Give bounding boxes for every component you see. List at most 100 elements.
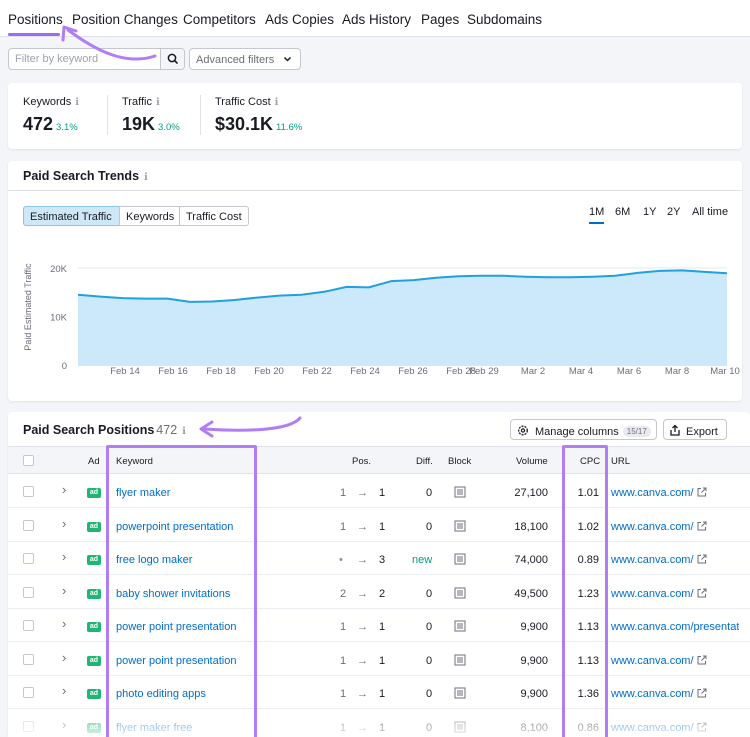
info-icon[interactable]: ℹ <box>274 97 279 108</box>
external-link-icon[interactable] <box>697 487 707 497</box>
period-6m[interactable]: 6M <box>615 206 631 218</box>
cpc-value: 1.23 <box>577 587 599 600</box>
table-row: › ad flyer maker 1 → 1 0 27,100 1.01 www.canva.co… <box>8 475 750 508</box>
advanced-filters-dropdown[interactable]: Advanced filters <box>189 48 301 70</box>
landing-url-link[interactable]: www.canva.com/ <box>611 587 694 600</box>
chevron-right-icon[interactable]: › <box>62 515 67 531</box>
row-checkbox[interactable] <box>23 553 34 564</box>
tab-competitors[interactable]: Competitors <box>183 12 256 27</box>
info-icon[interactable]: ℹ <box>155 97 160 108</box>
header-volume[interactable]: Volume <box>516 456 548 467</box>
table-row: › ad power point presentation 1 → 1 0 9,900 1.13… <box>8 642 750 676</box>
x-tick-label: Mar 10 <box>710 366 740 377</box>
tab-position-changes[interactable]: Position Changes <box>72 12 178 27</box>
info-icon[interactable]: ℹ <box>182 426 186 437</box>
table-row: › ad powerpoint presentation 1 → 1 0 18,100 1.02… <box>8 508 750 542</box>
tab-subdomains[interactable]: Subdomains <box>467 12 543 27</box>
keyword-link[interactable]: power point presentation <box>116 654 237 667</box>
keyword-filter-input[interactable] <box>9 49 161 69</box>
y-tick-label: 10K <box>50 313 68 324</box>
metric-estimated-traffic[interactable]: Estimated Traffic <box>23 206 120 226</box>
landing-url-link[interactable]: www.canva.com/presentat <box>611 621 740 633</box>
stat-traffic-label: Traffic <box>122 96 152 108</box>
chevron-right-icon[interactable]: › <box>62 683 67 698</box>
header-ad[interactable]: Ad <box>88 456 100 467</box>
landing-url-link[interactable]: www.canva.com/ <box>611 688 694 700</box>
period-1m[interactable]: 1M <box>589 206 605 218</box>
tab-ads-copies[interactable]: Ads Copies <box>265 12 335 27</box>
keyword-link[interactable]: free logo maker <box>116 554 193 566</box>
keyword-link[interactable]: powerpoint presentation <box>116 520 234 533</box>
landing-url-link[interactable]: www.canva.com/ <box>611 554 694 566</box>
manage-columns-label: Manage columns <box>535 426 619 438</box>
external-link-icon[interactable] <box>697 521 707 531</box>
chevron-right-icon[interactable]: › <box>62 649 67 665</box>
row-checkbox[interactable] <box>23 486 34 497</box>
tab-pages[interactable]: Pages <box>421 12 460 27</box>
x-tick-label: Feb 26 <box>398 366 428 377</box>
row-checkbox[interactable] <box>23 620 34 631</box>
cpc-value: 1.01 <box>577 487 599 499</box>
landing-url-link[interactable]: www.canva.com/ <box>611 487 694 499</box>
period-2y[interactable]: 2Y <box>667 206 681 218</box>
row-checkbox[interactable] <box>23 519 34 531</box>
period-all-time[interactable]: All time <box>692 206 729 218</box>
keyword-link[interactable]: baby shower invitations <box>116 587 231 600</box>
columns-count-badge: 15/17 <box>622 426 651 437</box>
x-tick-label: Feb 24 <box>350 366 380 377</box>
position-current: 1 <box>379 688 386 700</box>
traffic-chart: 0 10K 20K Paid Estimated Traffic Feb 14 Feb 1… <box>23 263 740 377</box>
search-volume: 9,900 <box>520 654 548 667</box>
metric-keywords[interactable]: Keywords <box>119 206 180 226</box>
info-icon[interactable]: ℹ <box>144 172 148 183</box>
x-tick-label: Feb 18 <box>206 366 236 377</box>
landing-url-link[interactable]: www.canva.com/ <box>611 520 694 533</box>
row-checkbox[interactable] <box>23 653 34 665</box>
chevron-right-icon[interactable]: › <box>62 482 67 497</box>
chevron-right-icon[interactable]: › <box>62 549 67 564</box>
external-link-icon[interactable] <box>697 588 707 598</box>
external-link-icon[interactable] <box>697 554 707 564</box>
arrow-right-icon: → <box>357 621 368 633</box>
y-axis-label: Paid Estimated Traffic <box>23 263 33 351</box>
keyword-link[interactable]: power point presentation <box>116 621 237 633</box>
position-diff: 0 <box>426 520 433 533</box>
position-previous: 1 <box>340 654 347 667</box>
x-tick-label: Feb 16 <box>158 366 188 377</box>
block-icon <box>454 687 466 699</box>
tab-ads-history[interactable]: Ads History <box>342 12 412 27</box>
y-tick-label: 0 <box>62 361 67 372</box>
manage-columns-button[interactable]: Manage columns 15/17 <box>510 419 657 440</box>
row-checkbox[interactable] <box>23 586 34 598</box>
ad-badge: ad <box>87 655 101 666</box>
x-tick-label: Mar 4 <box>569 366 593 377</box>
stat-traffic-cost-value: $30.1K <box>215 114 274 134</box>
header-keyword[interactable]: Keyword <box>116 456 153 467</box>
chevron-right-icon[interactable]: › <box>62 582 67 598</box>
period-1y[interactable]: 1Y <box>643 206 657 218</box>
chevron-right-icon[interactable]: › <box>62 616 67 631</box>
header-block[interactable]: Block <box>448 456 472 467</box>
arrow-right-icon: → <box>357 487 368 499</box>
landing-url-link[interactable]: www.canva.com/ <box>611 654 694 667</box>
external-link-icon[interactable] <box>697 688 707 698</box>
select-all-checkbox[interactable] <box>23 455 34 466</box>
keyword-link[interactable]: flyer maker <box>116 487 171 499</box>
tab-positions[interactable]: Positions <box>8 12 63 27</box>
export-button[interactable]: Export <box>663 419 727 440</box>
info-icon[interactable]: ℹ <box>75 97 80 108</box>
header-url[interactable]: URL <box>611 456 631 467</box>
position-previous: 1 <box>340 487 347 499</box>
cpc-value: 1.13 <box>577 621 599 633</box>
keyword-filter <box>8 48 185 70</box>
ad-badge: ad <box>87 488 101 498</box>
external-link-icon[interactable] <box>697 655 707 665</box>
metric-traffic-cost[interactable]: Traffic Cost <box>179 206 249 226</box>
header-pos[interactable]: Pos. <box>352 456 372 467</box>
position-previous: 1 <box>340 688 347 700</box>
header-diff[interactable]: Diff. <box>416 456 433 467</box>
keyword-link[interactable]: photo editing apps <box>116 688 206 700</box>
header-cpc[interactable]: CPC <box>580 456 601 467</box>
search-button[interactable] <box>160 49 184 69</box>
row-checkbox[interactable] <box>23 687 34 698</box>
